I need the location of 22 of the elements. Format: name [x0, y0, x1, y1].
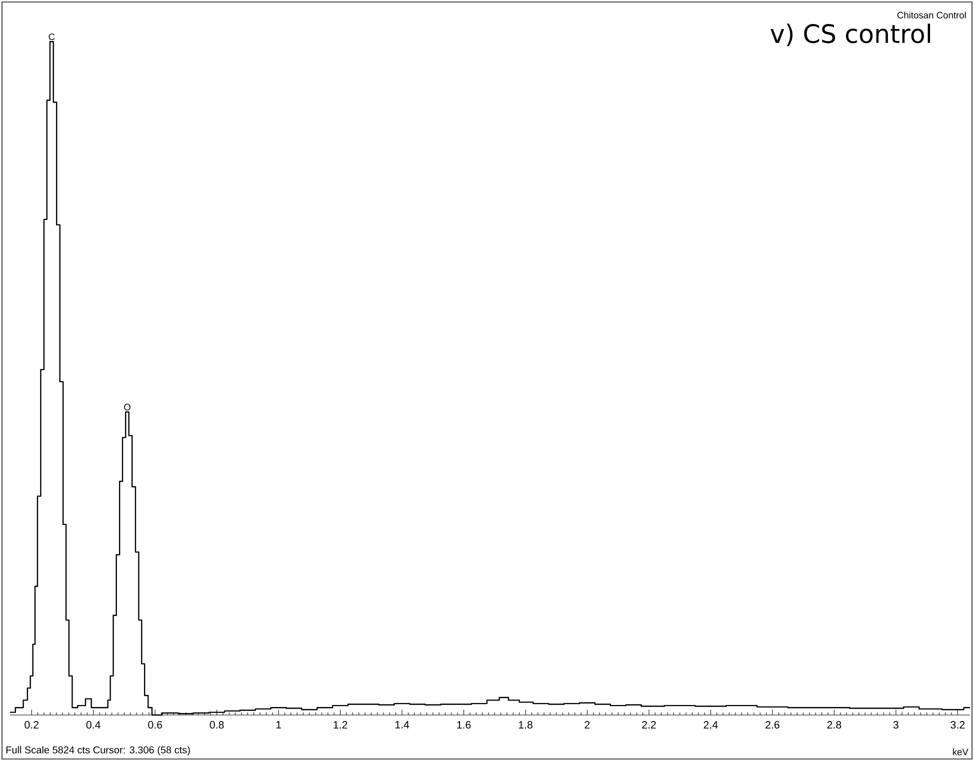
x-tick-label: 1.4	[395, 721, 410, 728]
annotation: O	[124, 404, 130, 410]
x-tick-label: 0.8	[210, 721, 224, 729]
x-tick-label: 2.6	[766, 721, 780, 729]
x-tick-label: 1.6	[457, 721, 471, 729]
x-tick-label: 3.2	[950, 721, 965, 729]
text: Chitosan Control	[897, 12, 966, 18]
text: Full Scale 5824 cts Cursor: 3.306 (58 cts)	[6, 746, 190, 756]
x-tick-label: 2.2	[642, 721, 656, 728]
x-tick-label: 2.8	[827, 721, 842, 729]
x-tick-label: 3	[893, 721, 898, 729]
x-tick-label: 0.6	[148, 721, 162, 729]
x-tick-label: 0.2	[24, 721, 38, 729]
x-tick-label: 2	[584, 721, 590, 728]
x-tick-label: 1.8	[518, 721, 532, 729]
x-tick-label: 2.4	[704, 721, 718, 728]
x-tick-label: 1	[276, 721, 282, 728]
x-axis-title: keV	[952, 748, 968, 756]
x-tick-label: 0.4	[86, 721, 100, 729]
x-tick-label: 1.2	[334, 721, 348, 728]
annotation: C	[48, 33, 55, 40]
annotation: v) CS control	[770, 24, 930, 46]
